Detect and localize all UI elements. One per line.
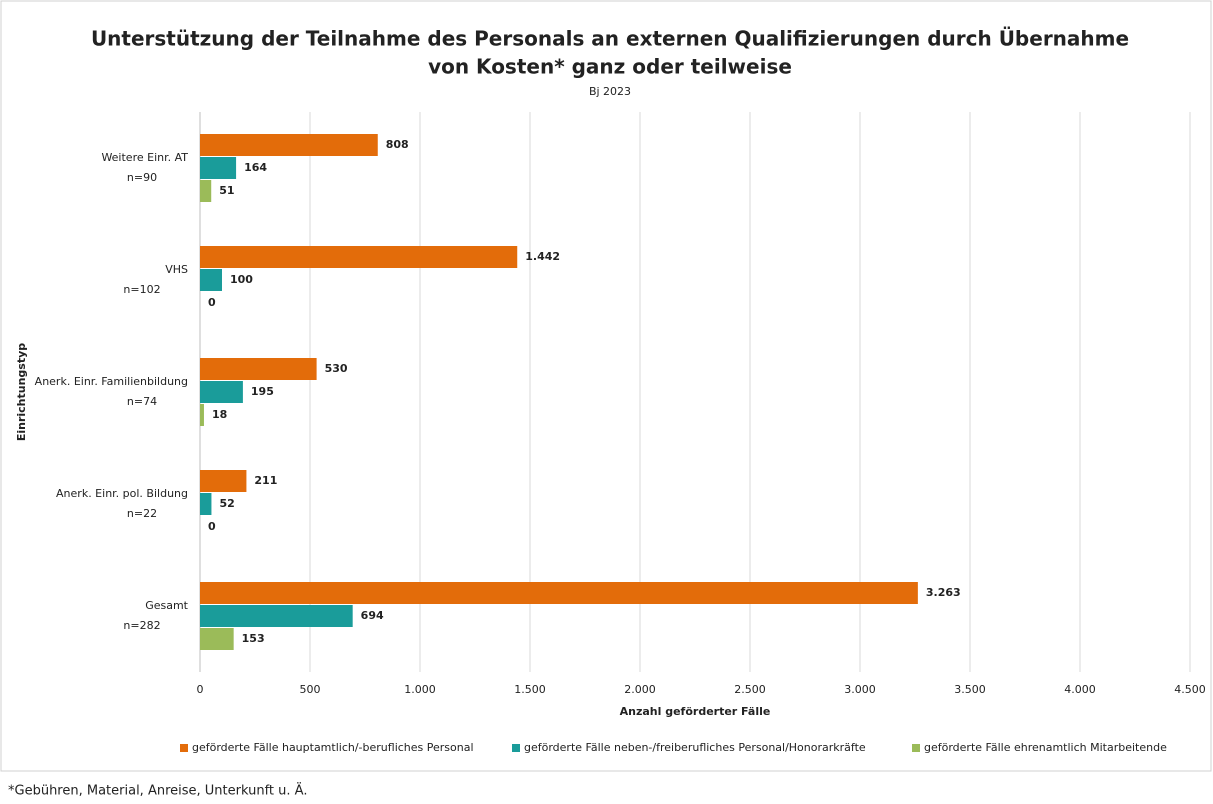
bar [200,269,222,291]
y-tick-note: n=102 [123,283,160,296]
bar [200,381,243,403]
data-label: 808 [386,138,409,151]
bar [200,358,317,380]
data-label: 211 [254,474,277,487]
y-tick-note: n=22 [127,507,157,520]
y-tick-label: VHS [165,263,188,276]
data-label: 0 [208,520,216,533]
x-tick-label: 2.000 [624,683,656,696]
bar [200,404,204,426]
legend-label: geförderte Fälle hauptamtlich/-beruflich… [192,741,474,754]
x-tick-label: 1.500 [514,683,546,696]
y-tick-label: Anerk. Einr. pol. Bildung [56,487,188,500]
data-label: 0 [208,296,216,309]
x-tick-label: 0 [197,683,204,696]
chart-subtitle: Bj 2023 [589,85,631,98]
legend-label: geförderte Fälle ehrenamtlich Mitarbeite… [924,741,1167,754]
data-label: 694 [361,609,384,622]
data-label: 195 [251,385,274,398]
y-tick-label: Anerk. Einr. Familienbildung [35,375,188,388]
chart-title: Unterstützung der Teilnahme des Personal… [91,27,1129,51]
data-label: 1.442 [525,250,560,263]
bar [200,246,518,268]
data-label: 18 [212,408,227,421]
x-axis-title: Anzahl geförderter Fälle [620,705,771,718]
bar [200,582,918,604]
chart-title-line2: von Kosten* ganz oder teilweise [428,55,792,79]
legend-swatch [512,744,520,752]
data-label: 164 [244,161,267,174]
x-tick-label: 2.500 [734,683,766,696]
x-tick-label: 3.000 [844,683,876,696]
bar [200,605,353,627]
bar [200,470,247,492]
legend-swatch [180,744,188,752]
data-label: 530 [325,362,348,375]
x-tick-label: 500 [300,683,321,696]
data-label: 3.263 [926,586,961,599]
x-tick-label: 4.500 [1174,683,1206,696]
y-tick-note: n=74 [127,395,157,408]
bar [200,628,234,650]
y-tick-label: Gesamt [145,599,188,612]
y-tick-note: n=90 [127,171,157,184]
legend-swatch [912,744,920,752]
legend-label: geförderte Fälle neben-/freiberufliches … [524,741,866,754]
x-tick-label: 1.000 [404,683,436,696]
y-tick-label: Weitere Einr. AT [101,151,188,164]
x-tick-label: 4.000 [1064,683,1096,696]
bar [200,493,212,515]
bar [200,157,237,179]
data-label: 51 [219,184,234,197]
footnote: *Gebühren, Material, Anreise, Unterkunft… [8,783,307,799]
chart-border [0,0,1212,772]
bar [200,180,212,202]
y-axis-title: Einrichtungstyp [15,343,28,441]
data-label: 153 [242,632,265,645]
data-label: 100 [230,273,253,286]
x-tick-label: 3.500 [954,683,986,696]
data-label: 52 [219,497,234,510]
bar [200,134,378,156]
y-tick-note: n=282 [123,619,160,632]
